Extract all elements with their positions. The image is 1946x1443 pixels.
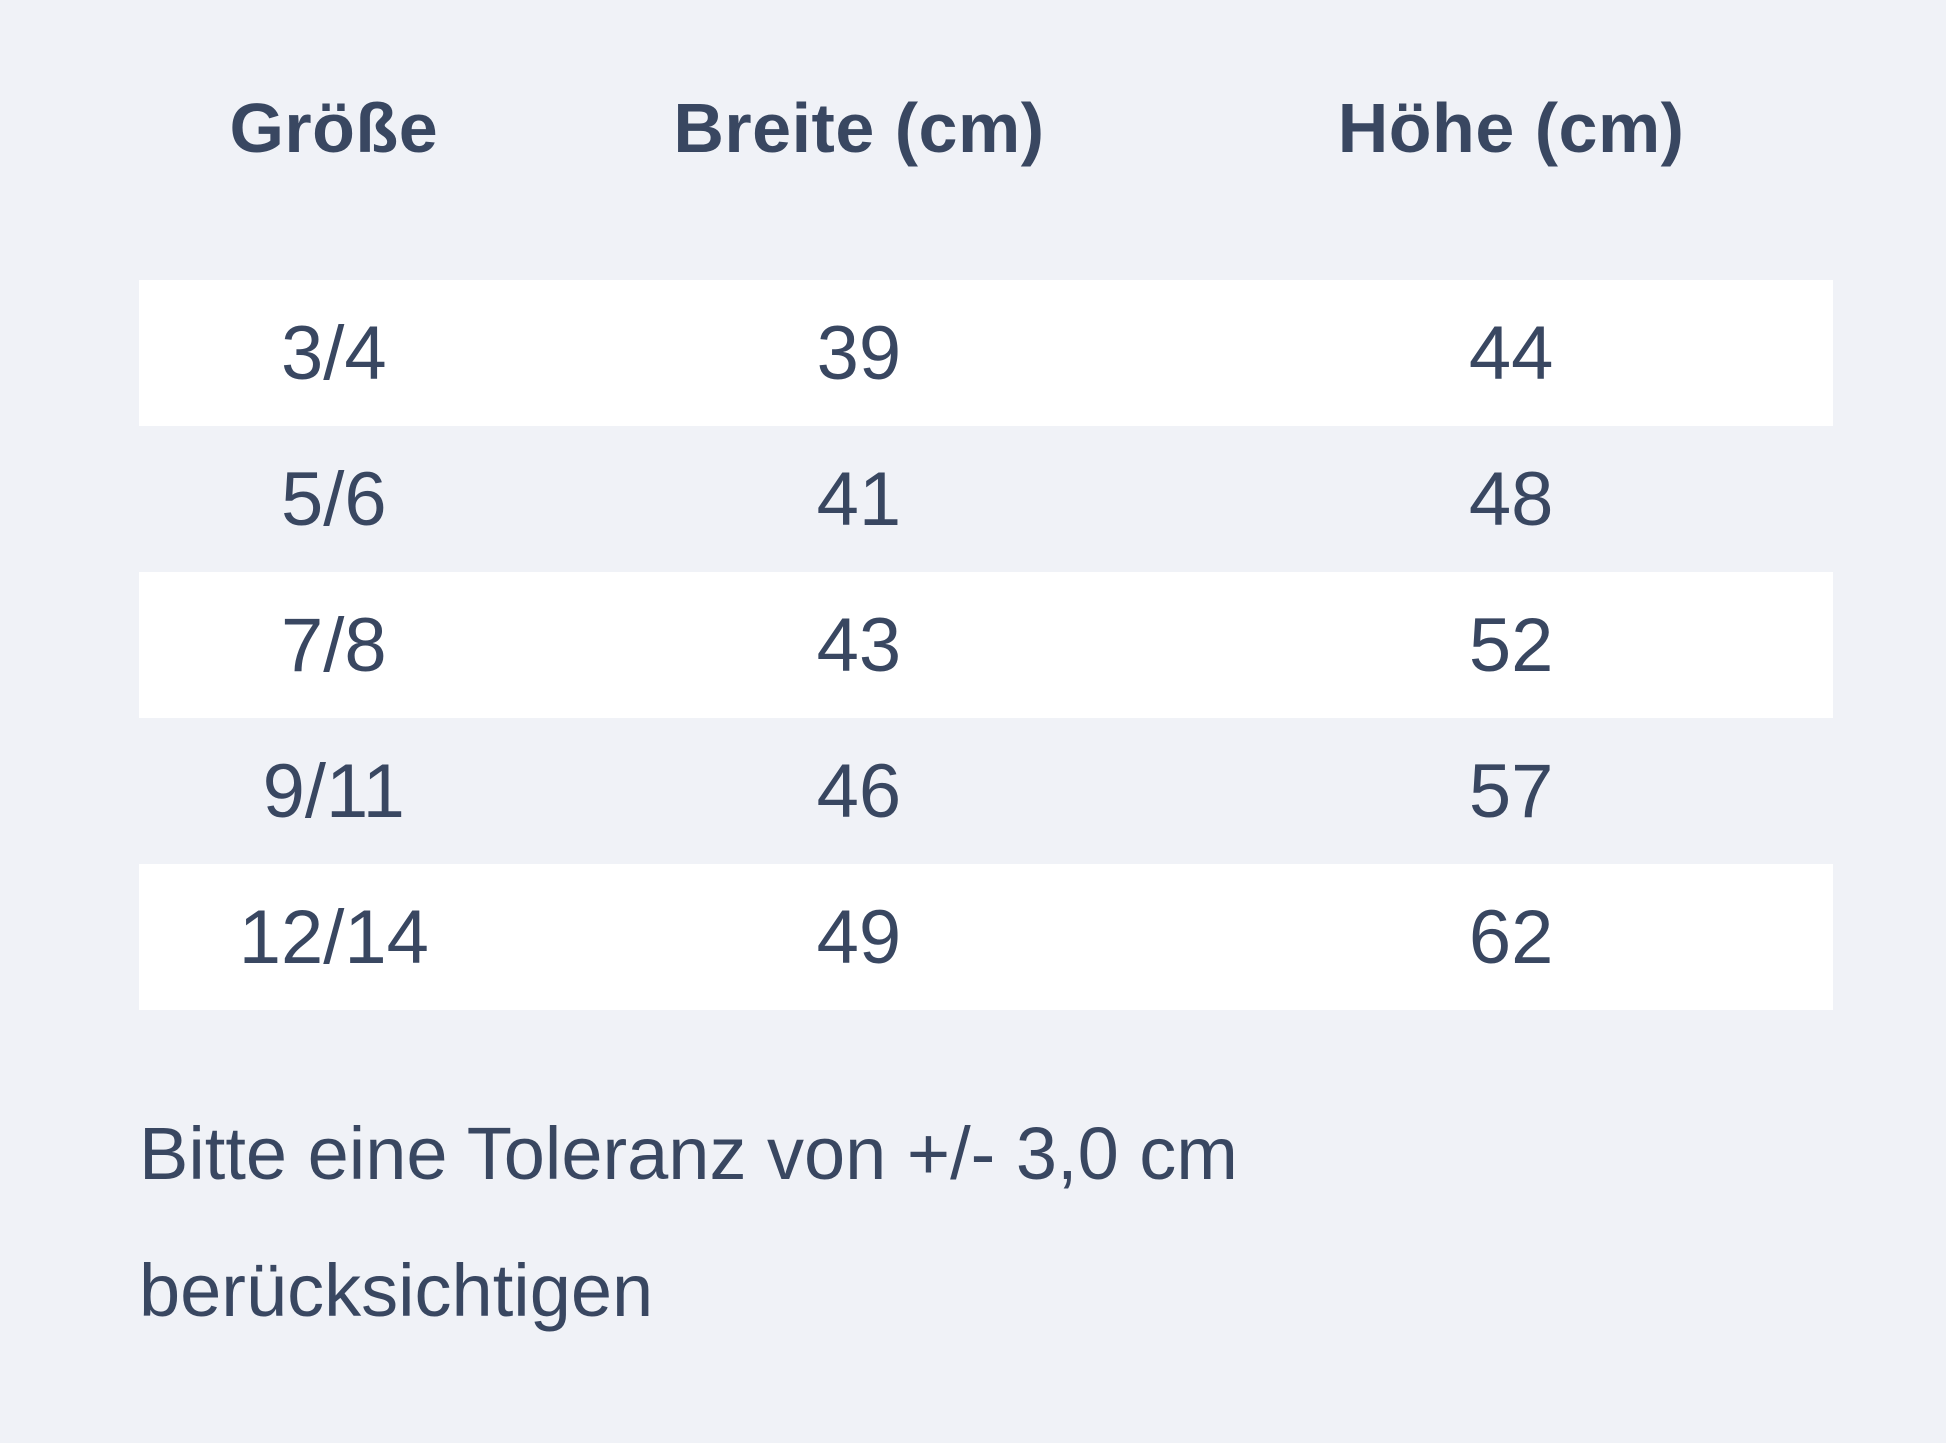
size-value: 5/6 bbox=[280, 456, 387, 542]
column-header-groesse: Größe bbox=[229, 89, 439, 167]
column-header-hoehe: Höhe (cm) bbox=[1337, 89, 1685, 167]
size-value: 3/4 bbox=[280, 310, 387, 396]
width-value: 43 bbox=[816, 602, 902, 688]
table-header-row: Größe Breite (cm) Höhe (cm) bbox=[139, 0, 1833, 280]
table-row-size-12-14: 12/14 49 62 bbox=[139, 864, 1833, 1010]
table-row-size-5-6: 5/6 41 48 bbox=[139, 426, 1833, 572]
table-row-size-7-8: 7/8 43 52 bbox=[139, 572, 1833, 718]
height-value: 48 bbox=[1468, 456, 1554, 542]
table-row-size-3-4: 3/4 39 44 bbox=[139, 280, 1833, 426]
tolerance-note: Bitte eine Toleranz von +/- 3,0 cm berüc… bbox=[139, 1086, 1746, 1360]
size-value: 9/11 bbox=[262, 748, 405, 834]
width-value: 49 bbox=[816, 894, 902, 980]
tolerance-note-line1: Bitte eine Toleranz von +/- 3,0 cm bbox=[139, 1112, 1238, 1195]
height-value: 52 bbox=[1468, 602, 1554, 688]
size-value: 7/8 bbox=[280, 602, 387, 688]
column-header-breite: Breite (cm) bbox=[673, 89, 1045, 167]
width-value: 39 bbox=[816, 310, 902, 396]
tolerance-note-line2: berücksichtigen bbox=[139, 1248, 654, 1332]
height-value: 57 bbox=[1468, 748, 1554, 834]
size-value: 12/14 bbox=[238, 894, 429, 980]
size-table: Größe Breite (cm) Höhe (cm) 3/4 39 44 5/… bbox=[139, 0, 1833, 1010]
width-value: 46 bbox=[816, 748, 902, 834]
table-row-size-9-11: 9/11 46 57 bbox=[139, 718, 1833, 864]
height-value: 62 bbox=[1468, 894, 1554, 980]
width-value: 41 bbox=[816, 456, 902, 542]
height-value: 44 bbox=[1468, 310, 1554, 396]
